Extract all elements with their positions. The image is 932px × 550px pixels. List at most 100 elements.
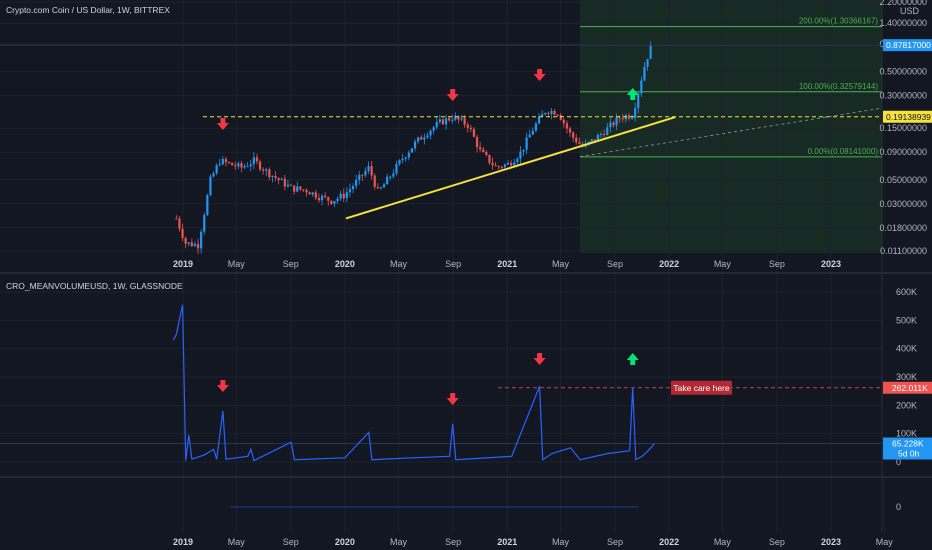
volume-level-tag-text: 262.011K — [892, 383, 928, 393]
price-arrow-up — [626, 88, 639, 100]
volume-arrow-up — [626, 353, 639, 365]
price-arrows — [216, 69, 639, 130]
candle-body — [485, 152, 488, 155]
x-tick-label: 2021 — [497, 537, 517, 547]
candle-body — [528, 134, 531, 138]
price-panel[interactable]: Crypto.com Coin / US Dollar, 1W, BITTREX… — [0, 0, 932, 269]
candle-body — [277, 177, 280, 180]
candle-body — [429, 130, 432, 136]
price-arrow-down — [533, 69, 546, 81]
candle-body — [333, 201, 336, 204]
take-care-label-text: Take care here — [673, 383, 729, 393]
x-tick-label: Sep — [283, 259, 299, 269]
candle-body — [627, 115, 631, 119]
volume-arrow-down — [216, 380, 229, 392]
candle-body — [317, 197, 321, 201]
x-tick-label: May — [228, 537, 246, 547]
candle-body — [320, 195, 324, 201]
candle-body — [212, 173, 215, 177]
x-axis-price[interactable]: 2019 May Sep 2020 May Sep 2021 May Sep 2022 May Sep… — [173, 259, 841, 269]
candle-body — [469, 127, 472, 130]
volume-axis[interactable]: 600K 500K 400K 300K 200K 100K 0 — [896, 287, 917, 467]
x-tick-label: May — [552, 259, 570, 269]
candle-body — [184, 238, 187, 244]
x-tick-label: 2023 — [821, 537, 841, 547]
price-currency-label: USD — [900, 6, 920, 16]
candle-body — [463, 118, 466, 125]
candle-body — [181, 228, 184, 239]
candle-body — [246, 166, 249, 168]
candle-body — [454, 116, 457, 120]
x-tick-label: May — [714, 259, 732, 269]
candle-body — [516, 158, 519, 163]
candle-body — [606, 127, 609, 136]
candle-body — [451, 119, 454, 121]
candle-body — [345, 192, 348, 199]
candle-body — [293, 185, 296, 192]
last-price-tag-bg — [883, 39, 932, 52]
candle-body — [457, 116, 460, 120]
candle-body — [562, 119, 565, 124]
price-tick-label: 0.01800000 — [879, 223, 927, 233]
candle-body — [578, 142, 581, 144]
candle-body — [401, 158, 404, 161]
candle-body — [255, 157, 259, 162]
fib-zone — [580, 0, 882, 253]
candle-body — [593, 139, 596, 141]
candle-body — [525, 137, 528, 150]
candle-body — [358, 174, 361, 180]
x-tick-label: Sep — [769, 259, 785, 269]
price-arrow-down — [216, 118, 229, 130]
fib-level-label: 0.00%(0.08141000) — [808, 147, 879, 156]
candle-body — [389, 176, 392, 178]
x-tick-label: May — [390, 537, 408, 547]
candle-body — [203, 214, 206, 232]
arrow-shaft — [630, 95, 636, 100]
x-tick-label: May — [390, 259, 408, 269]
candle-body — [355, 179, 358, 187]
candle-body — [423, 137, 426, 140]
candle-body — [243, 166, 246, 168]
candle-body — [178, 218, 181, 229]
arrow-head — [533, 358, 546, 365]
price-tick-label: 0.01100000 — [880, 246, 927, 256]
arrow-head — [216, 123, 229, 130]
x-tick-label: Sep — [445, 537, 461, 547]
candle-body — [503, 164, 507, 168]
price-tick-label: 0.30000000 — [879, 91, 927, 101]
candle-body — [404, 157, 407, 159]
x-tick-label: Sep — [283, 537, 299, 547]
x-axis-bottom[interactable]: 2019 May Sep 2020 May Sep 2021 May Sep 2022 May Sep… — [173, 537, 893, 547]
candle-body — [420, 137, 423, 140]
volume-tick-label: 0 — [896, 457, 901, 467]
candle-body — [379, 187, 383, 189]
candle-body — [274, 175, 277, 178]
volume-panel[interactable]: CRO_MEANVOLUMEUSD, 1W, GLASSNODE 600K 500… — [0, 281, 932, 467]
price-tick-label: 0.09000000 — [879, 147, 927, 157]
candle-body — [249, 164, 252, 167]
candle-body — [373, 175, 376, 187]
price-tick-label: 0.15000000 — [879, 123, 927, 133]
candle-body — [497, 166, 500, 168]
x-tick-label: 2022 — [659, 537, 679, 547]
price-tick-label: 0.03000000 — [879, 199, 927, 209]
bottom-panel[interactable]: 0 2019 May Sep 2020 May Sep 2021 May Sep 2022 May S… — [173, 502, 901, 547]
candle-body — [553, 110, 556, 115]
candle-body — [339, 193, 342, 199]
candle-body — [215, 165, 218, 174]
x-tick-label: May — [876, 537, 894, 547]
candle-body — [395, 163, 398, 174]
candle-body — [308, 192, 311, 195]
arrow-shaft — [537, 69, 543, 74]
candle-body — [364, 170, 367, 176]
candle-body — [435, 121, 438, 128]
x-tick-label: 2019 — [173, 537, 193, 547]
candle-body — [491, 162, 494, 166]
volume-arrows — [216, 353, 639, 405]
price-tick-label: 2.20000000 — [879, 0, 927, 7]
price-overlays — [0, 44, 883, 220]
candle-body — [472, 129, 476, 137]
volume-tick-label: 300K — [896, 372, 917, 382]
candle-body — [565, 123, 569, 129]
